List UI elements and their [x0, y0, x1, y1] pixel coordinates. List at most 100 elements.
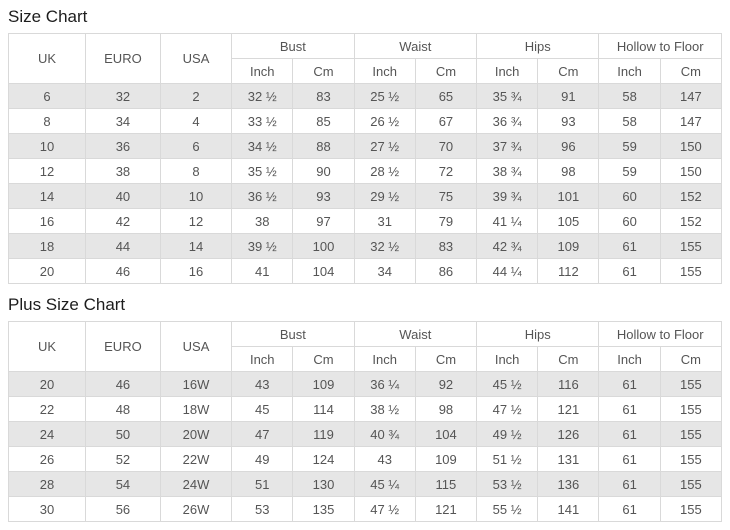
table-cell: 152: [659, 183, 723, 209]
table-cell: 116: [537, 371, 600, 397]
table-cell: 34 ½: [231, 133, 294, 159]
table-cell: 40: [85, 183, 161, 209]
table-cell: 130: [292, 471, 355, 497]
table-cell: 36 ¾: [476, 108, 539, 134]
table-cell: 91: [537, 83, 600, 109]
table-cell: 35 ½: [231, 158, 294, 184]
table-cell: 155: [659, 233, 723, 259]
table-cell: 28: [8, 471, 86, 497]
table-cell: 20: [8, 258, 86, 284]
table-cell: 121: [414, 496, 478, 522]
table-row: 6 32 2 32 ½ 83 25 ½ 65 35 ¾ 91 58 147: [8, 83, 723, 109]
table-cell: 32 ½: [231, 83, 294, 109]
table-cell: 61: [598, 371, 661, 397]
table-row: 20 46 16W 43 109 36 ¼ 92 45 ½ 116 61 155: [8, 371, 723, 397]
table-row: 14 40 10 36 ½ 93 29 ½ 75 39 ¾ 101 60 152: [8, 183, 723, 209]
table-cell: 61: [598, 233, 661, 259]
table-cell: 34: [353, 258, 416, 284]
table-cell: 86: [414, 258, 478, 284]
table-cell: 155: [659, 258, 723, 284]
table-cell: 150: [659, 158, 723, 184]
table-cell: 6: [159, 133, 233, 159]
table-cell: 155: [659, 446, 723, 472]
table-cell: 55 ½: [476, 496, 539, 522]
header-cell-euro: EURO: [85, 33, 161, 84]
table-row: 22 48 18W 45 114 38 ½ 98 47 ½ 121 61 155: [8, 396, 723, 422]
table-cell: 83: [292, 83, 355, 109]
table-cell: 14: [8, 183, 86, 209]
table-cell: 60: [598, 208, 661, 234]
table-cell: 155: [659, 396, 723, 422]
table-cell: 155: [659, 471, 723, 497]
header-cell-hollow-to-floor: Hollow to Floor: [598, 33, 722, 59]
table-cell: 46: [85, 371, 161, 397]
table-cell: 26 ½: [353, 108, 416, 134]
table-cell: 131: [537, 446, 600, 472]
table-cell: 52: [85, 446, 161, 472]
header-cell-usa: USA: [159, 33, 233, 84]
table-cell: 47: [231, 421, 294, 447]
size-chart-table: UK EURO USA Bust Waist Hips Hollow to Fl…: [8, 33, 723, 284]
table-cell: 41 ¼: [476, 208, 539, 234]
header-unit-row: Inch Cm Inch Cm Inch Cm Inch Cm: [9, 58, 723, 84]
table-cell: 12: [8, 158, 86, 184]
table-cell: 2: [159, 83, 233, 109]
table-cell: 14: [159, 233, 233, 259]
table-cell: 104: [414, 421, 478, 447]
table-row: 26 52 22W 49 124 43 109 51 ½ 131 61 155: [8, 446, 723, 472]
table-row: 20 46 16 41 104 34 86 44 ¼ 112 61 155: [8, 258, 723, 284]
table-cell: 45 ½: [476, 371, 539, 397]
table-cell: 115: [414, 471, 478, 497]
header-cell-inch: Inch: [353, 58, 416, 84]
table-cell: 65: [414, 83, 478, 109]
table-cell: 61: [598, 396, 661, 422]
header-cell-cm: Cm: [537, 58, 600, 84]
table-cell: 59: [598, 133, 661, 159]
header-cell-euro: EURO: [85, 321, 161, 372]
table-cell: 61: [598, 421, 661, 447]
table-row: 12 38 8 35 ½ 90 28 ½ 72 38 ¾ 98 59 150: [8, 158, 723, 184]
table-cell: 35 ¾: [476, 83, 539, 109]
table-cell: 47 ½: [476, 396, 539, 422]
table-cell: 40 ¾: [353, 421, 416, 447]
table-cell: 6: [8, 83, 86, 109]
table-cell: 31: [353, 208, 416, 234]
table-cell: 39 ½: [231, 233, 294, 259]
table-cell: 104: [292, 258, 355, 284]
table-cell: 67: [414, 108, 478, 134]
table-row: 24 50 20W 47 119 40 ¾ 104 49 ½ 126 61 155: [8, 421, 723, 447]
table-cell: 46: [85, 258, 161, 284]
table-cell: 4: [159, 108, 233, 134]
table-cell: 61: [598, 258, 661, 284]
table-cell: 36 ¼: [353, 371, 416, 397]
plus-size-chart-table: UK EURO USA Bust Waist Hips Hollow to Fl…: [8, 321, 723, 522]
table-cell: 18: [8, 233, 86, 259]
table-cell: 124: [292, 446, 355, 472]
table-cell: 25 ½: [353, 83, 416, 109]
table-cell: 109: [292, 371, 355, 397]
table-cell: 32: [85, 83, 161, 109]
table-cell: 109: [414, 446, 478, 472]
table-cell: 38: [231, 208, 294, 234]
table-cell: 119: [292, 421, 355, 447]
table-cell: 61: [598, 446, 661, 472]
table-cell: 97: [292, 208, 355, 234]
size-chart-title: Size Chart: [8, 7, 88, 26]
table-cell: 56: [85, 496, 161, 522]
table-cell: 43: [353, 446, 416, 472]
header-cell-inch: Inch: [231, 346, 294, 372]
table-cell: 121: [537, 396, 600, 422]
header-cell-inch: Inch: [476, 346, 539, 372]
table-cell: 49: [231, 446, 294, 472]
table-cell: 58: [598, 108, 661, 134]
table-cell: 38 ¾: [476, 158, 539, 184]
table-cell: 50: [85, 421, 161, 447]
table-cell: 18W: [159, 396, 233, 422]
header-unit-row: Inch Cm Inch Cm Inch Cm Inch Cm: [9, 346, 723, 372]
header-cell-bust: Bust: [231, 321, 355, 347]
table-cell: 33 ½: [231, 108, 294, 134]
table-cell: 61: [598, 496, 661, 522]
header-cell-cm: Cm: [292, 346, 355, 372]
header-cell-inch: Inch: [598, 346, 661, 372]
